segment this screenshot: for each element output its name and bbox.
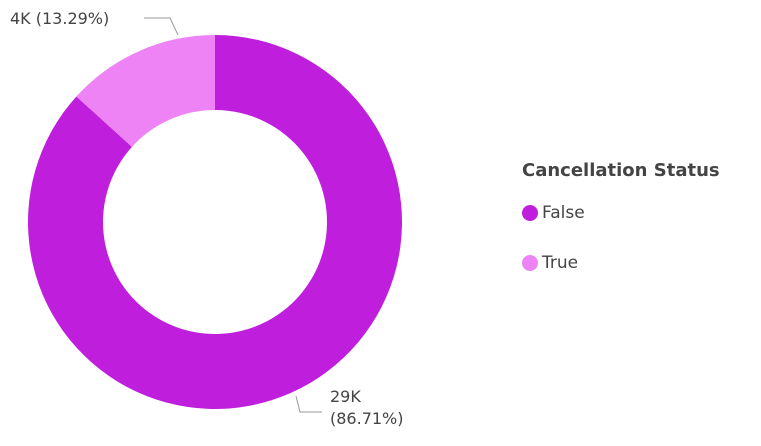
legend-swatch (522, 255, 538, 271)
legend-item: True (522, 253, 578, 273)
donut-slice (27, 35, 403, 410)
legend-label: False (542, 203, 585, 223)
legend-label: True (542, 253, 579, 273)
legend-swatch (522, 205, 538, 221)
legend-item: False (522, 203, 585, 223)
legend-title: Cancellation Status (522, 160, 720, 181)
leader-line (144, 17, 179, 36)
donut-slice (76, 35, 216, 147)
data-label: 29K (86.71%) (330, 387, 404, 428)
data-label: 4K (13.29%) (10, 9, 110, 28)
leader-line (295, 395, 322, 413)
